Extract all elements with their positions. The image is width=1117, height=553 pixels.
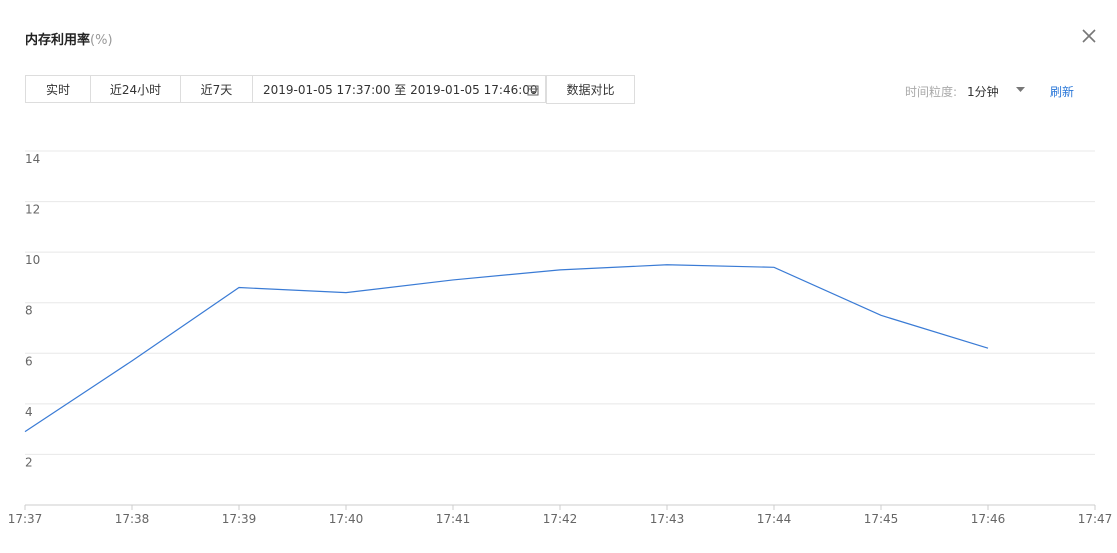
title-unit: (%) <box>90 33 113 48</box>
24h-button[interactable]: 近24小时 <box>90 75 181 103</box>
calendar-icon <box>527 85 539 96</box>
y-tick-label: 12 <box>25 203 40 217</box>
x-tick-label: 17:38 <box>115 512 150 526</box>
x-tick-label: 17:45 <box>864 512 899 526</box>
granularity-label: 时间粒度: <box>905 85 958 99</box>
date-range[interactable]: 2019-01-05 17:37:00 至 2019-01-05 17:46:0… <box>252 75 546 103</box>
x-tick-label: 17:46 <box>971 512 1006 526</box>
x-tick-label: 17:41 <box>436 512 471 526</box>
x-tick-label: 17:47 <box>1078 512 1113 526</box>
compare-button[interactable]: 数据对比 <box>546 75 635 104</box>
x-tick-label: 17:42 <box>543 512 578 526</box>
title-text: 内存利用率 <box>25 33 91 48</box>
x-tick-label: 17:44 <box>757 512 792 526</box>
refresh-link[interactable]: 刷新 <box>1050 85 1075 99</box>
y-tick-label: 8 <box>25 304 33 318</box>
range-text: 2019-01-05 17:37:00 至 2019-01-05 17:46:0… <box>263 82 538 97</box>
y-tick-label: 2 <box>25 455 33 469</box>
close-button[interactable] <box>1080 27 1098 45</box>
x-tick-label: 17:37 <box>8 512 43 526</box>
x-tick-label: 17:40 <box>329 512 364 526</box>
x-tick-label: 17:39 <box>222 512 257 526</box>
granularity-select[interactable]: 1分钟 <box>967 85 999 99</box>
dropdown-arrow <box>1016 87 1025 92</box>
realtime-button[interactable]: 实时 <box>25 75 91 103</box>
y-tick-label: 14 <box>25 152 40 166</box>
y-tick-label: 10 <box>25 253 40 267</box>
dialog-title: 内存利用率(%) <box>25 29 113 48</box>
x-tick-label: 17:43 <box>650 512 685 526</box>
y-tick-label: 6 <box>25 354 33 368</box>
line-series <box>24 264 989 433</box>
y-tick-label: 4 <box>25 405 33 419</box>
7d-button[interactable]: 近7天 <box>180 75 253 103</box>
